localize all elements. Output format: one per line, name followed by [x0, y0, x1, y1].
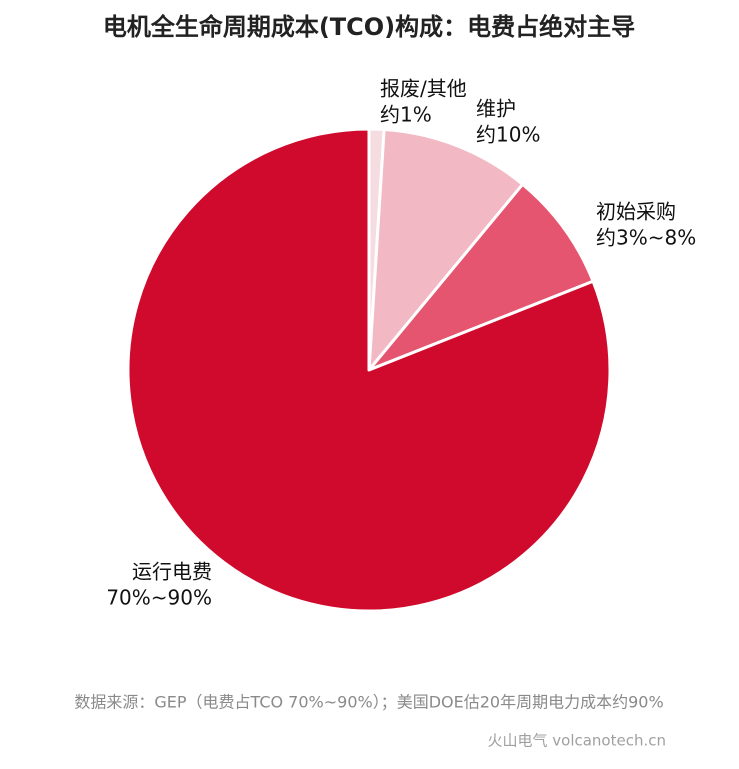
slice-label: 维护	[476, 97, 516, 121]
credit: 火山电气 volcanotech.cn	[488, 732, 667, 750]
pie-slice	[367, 182, 595, 372]
slice-label: 初始采购	[596, 200, 676, 224]
pie-slice	[367, 127, 525, 372]
chart-title: 电机全生命周期成本(TCO)构成：电费占绝对主导	[103, 13, 635, 41]
source-note: 数据来源：GEP（电费占TCO 70%~90%）；美国DOE估20年周期电力成本…	[74, 693, 663, 712]
value-label: 约1%	[380, 103, 432, 127]
slice-label: 运行电费	[132, 560, 212, 584]
value-label: 约3%~8%	[596, 226, 696, 250]
pie	[126, 127, 612, 613]
pie-slice	[126, 127, 612, 613]
slice-label: 报废/其他	[380, 77, 467, 101]
value-label: 70%~90%	[106, 586, 212, 610]
value-label: 约10%	[476, 123, 540, 147]
